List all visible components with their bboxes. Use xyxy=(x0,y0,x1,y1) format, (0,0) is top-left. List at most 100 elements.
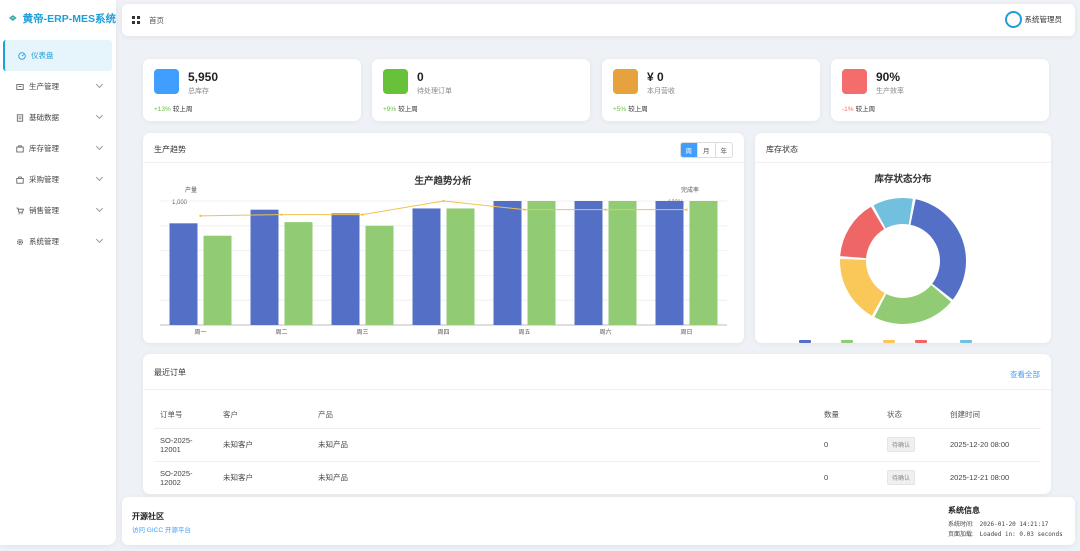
document-icon xyxy=(15,113,25,122)
bar xyxy=(527,201,556,325)
stat-card-total-stock: 5,950 总库存 +13% 较上周 xyxy=(143,59,361,121)
bar xyxy=(655,201,684,325)
bar xyxy=(365,225,394,325)
user-name: 系统管理员 xyxy=(1024,15,1063,24)
system-time: 2026-01-20 14:21:17 xyxy=(979,521,1049,528)
menu-grid-icon[interactable] xyxy=(132,16,140,24)
y-axis-label: 产量 xyxy=(185,186,197,194)
order-id-cell: SO-2025- 12001 xyxy=(154,428,217,462)
stat-value: ¥ 0 xyxy=(647,70,664,84)
orders-table: 订单号 客户 产品 数量 状态 创建时间 SO-2025- 12001 未知客户 … xyxy=(154,401,1041,494)
chart-title: 生产趋势分析 xyxy=(414,175,472,187)
sidebar-menu: 仪表盘 生产管理 基础数据 库存管理 采购管理 xyxy=(0,40,116,257)
bar xyxy=(446,208,475,325)
sidebar-item-dashboard[interactable]: 仪表盘 xyxy=(3,40,112,71)
status-cell: 待确认 xyxy=(881,461,944,494)
community-link[interactable]: 访问 GICC 开源平台 xyxy=(132,527,191,534)
purchase-icon xyxy=(15,176,25,184)
app-title: 黄帝-ERP-MES系统 xyxy=(22,12,116,25)
system-time-line: 系统时间: 2026-01-20 14:21:17 xyxy=(948,519,1048,528)
sidebar-item-system[interactable]: 系统管理 xyxy=(0,226,116,257)
legend-swatch xyxy=(799,340,811,343)
efficiency-icon xyxy=(842,69,867,94)
divider xyxy=(755,162,1051,163)
sidebar-item-purchase[interactable]: 采购管理 xyxy=(0,164,116,195)
sidebar-item-label: 系统管理 xyxy=(29,237,59,246)
sidebar-item-label: 生产管理 xyxy=(29,82,59,91)
app-logo[interactable]: 黄帝-ERP-MES系统 xyxy=(0,0,116,36)
user-menu[interactable]: 系统管理员 xyxy=(1004,11,1063,28)
sidebar-item-base-data[interactable]: 基础数据 xyxy=(0,102,116,133)
system-time-label: 系统时间: xyxy=(948,522,974,528)
bar xyxy=(169,223,198,325)
sidebar-item-label: 采购管理 xyxy=(29,175,59,184)
status-badge: 待确认 xyxy=(887,437,916,452)
legend-swatch xyxy=(841,340,853,343)
bar xyxy=(608,201,637,325)
pie-slice xyxy=(873,198,913,229)
sidebar-item-label: 基础数据 xyxy=(29,113,59,122)
x-tick-label: 周二 xyxy=(275,329,287,336)
cart-icon xyxy=(15,207,25,215)
bar xyxy=(689,201,718,325)
customer-cell: 未知客户 xyxy=(217,461,312,494)
status-cell: 待确认 xyxy=(881,428,944,462)
breadcrumb[interactable]: 首页 xyxy=(149,15,164,25)
quantity-cell: 0 xyxy=(818,428,881,462)
quantity-cell: 0 xyxy=(818,461,881,494)
stat-value: 0 xyxy=(417,70,424,84)
order-id-suffix: 12001 xyxy=(160,444,181,454)
y2-tick-label: 100% xyxy=(668,200,684,206)
stat-label: 生产效率 xyxy=(876,88,904,95)
orders-icon xyxy=(383,69,408,94)
chevron-down-icon xyxy=(95,142,104,151)
view-all-link[interactable]: 查看全部 xyxy=(1010,370,1040,379)
x-tick-label: 周一 xyxy=(194,329,206,336)
chevron-down-icon xyxy=(95,235,104,244)
column-header: 客户 xyxy=(217,401,312,429)
column-header: 数量 xyxy=(818,401,881,429)
x-tick-label: 周五 xyxy=(518,329,530,336)
period-week-button[interactable]: 周 xyxy=(680,143,697,157)
stat-compare: 较上周 xyxy=(855,106,876,113)
stat-card-pending-orders: 0 待处理订单 +9% 较上周 xyxy=(372,59,590,121)
line-point xyxy=(199,214,202,218)
legend-swatch xyxy=(960,340,972,343)
column-header: 状态 xyxy=(881,401,944,429)
stat-change-pct: +13% xyxy=(154,106,171,113)
gear-icon xyxy=(15,238,25,246)
stat-value: 90% xyxy=(876,70,901,84)
stat-change-pct: +5% xyxy=(613,106,627,113)
system-info-title: 系统信息 xyxy=(948,506,980,515)
table-row[interactable]: SO-2025- 12002 未知客户 未知产品 0 待确认 2025-12-21… xyxy=(154,461,1041,494)
column-header: 产品 xyxy=(312,401,818,429)
avatar[interactable] xyxy=(1004,11,1022,28)
period-year-button[interactable]: 年 xyxy=(714,143,733,157)
page-load: Loaded in: 0.03 seconds xyxy=(979,531,1063,538)
product-cell: 未知产品 xyxy=(312,461,818,494)
table-row[interactable]: SO-2025- 12001 未知客户 未知产品 0 待确认 2025-12-20… xyxy=(154,428,1041,462)
period-month-button[interactable]: 月 xyxy=(697,143,715,157)
stat-change: +9% 较上周 xyxy=(383,103,418,113)
x-tick-label: 周六 xyxy=(599,328,611,336)
order-id-cell: SO-2025- 12002 xyxy=(154,461,217,494)
revenue-icon xyxy=(613,69,638,94)
sidebar-item-label: 仪表盘 xyxy=(31,51,54,60)
stat-compare: 较上周 xyxy=(398,106,418,113)
stat-label: 本月营收 xyxy=(647,88,675,95)
sidebar-item-sales[interactable]: 销售管理 xyxy=(0,195,116,226)
order-id-prefix: SO-2025- xyxy=(160,468,193,478)
sidebar-item-production[interactable]: 生产管理 xyxy=(0,71,116,102)
sidebar-item-inventory[interactable]: 库存管理 xyxy=(0,133,116,164)
stock-icon xyxy=(154,69,179,94)
order-id-suffix: 12002 xyxy=(160,477,181,487)
production-icon xyxy=(15,83,25,91)
x-tick-label: 周三 xyxy=(356,329,368,336)
stat-card-monthly-revenue: ¥ 0 本月营收 +5% 较上周 xyxy=(602,59,820,121)
recent-orders-panel: 最近订单 查看全部 订单号 客户 产品 数量 状态 创建时间 SO-2025- 1… xyxy=(143,354,1051,494)
bar xyxy=(203,235,232,325)
chevron-down-icon xyxy=(95,173,104,182)
line-point xyxy=(523,208,526,211)
stat-value: 5,950 xyxy=(188,70,219,84)
